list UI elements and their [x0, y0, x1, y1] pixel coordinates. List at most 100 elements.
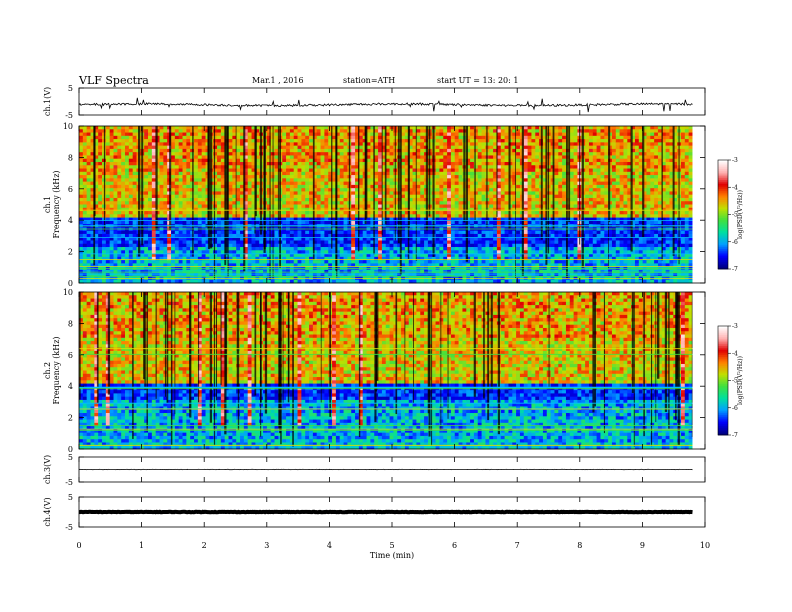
- colorbar-step: [718, 404, 728, 407]
- spectrogram-streak: [404, 292, 406, 394]
- colorbar-step: [718, 380, 728, 383]
- spectrogram-streak: [96, 292, 99, 404]
- colorbar-tick-label: -7: [732, 432, 738, 439]
- spectrogram-streak: [496, 126, 498, 217]
- spectrogram-streak: [189, 292, 192, 418]
- spectrogram-streak: [397, 126, 400, 244]
- colorbar-step: [718, 333, 728, 336]
- figure-date: Mar.1 , 2016: [252, 76, 304, 85]
- colorbar-step: [718, 190, 728, 194]
- spectrogram-streak: [166, 292, 169, 404]
- spectrogram-streak: [209, 292, 212, 423]
- colorbar-label: log(PSD(V²/Hz)): [737, 356, 744, 405]
- spectrogram-cells-ch1: [79, 126, 705, 284]
- spectrogram-streak: [279, 126, 281, 268]
- colorbar-step: [718, 252, 728, 255]
- x-tick-label: 1: [139, 541, 144, 550]
- spectrogram-streak: [225, 292, 228, 387]
- spectrogram-streak: [594, 292, 596, 407]
- colorbar-step: [718, 214, 728, 217]
- colorbar-step: [718, 393, 728, 396]
- spectrogram-streak: [490, 292, 493, 390]
- colorbar-step: [718, 327, 728, 331]
- y-tick-label: 8: [68, 153, 73, 162]
- spectrogram-streak: [394, 126, 396, 241]
- colorbar-step: [718, 342, 728, 345]
- spectrogram-streak: [395, 292, 398, 415]
- x-tick-label: 4: [327, 541, 332, 550]
- spectrogram-streak: [672, 126, 675, 256]
- spectrogram-streak: [198, 292, 200, 403]
- colorbar-step: [718, 362, 728, 365]
- spectrogram-streak: [272, 126, 274, 280]
- colorbar-step: [718, 225, 728, 228]
- colorbar-step: [718, 212, 728, 215]
- waveform-trace-ch1: [78, 97, 693, 113]
- colorbar-step: [718, 340, 728, 343]
- colorbar-tick-label: -6: [732, 239, 738, 246]
- colorbar-tick-label: -7: [732, 266, 738, 273]
- colorbar-step: [718, 216, 728, 219]
- spectrogram-streak: [254, 126, 256, 234]
- colorbar-step: [718, 183, 728, 186]
- colorbar-step: [718, 384, 728, 387]
- colorbar-step: [718, 198, 728, 201]
- colorbar-step: [718, 396, 728, 400]
- spectrogram-streak: [236, 292, 239, 389]
- colorbar-step: [718, 239, 728, 243]
- spectrogram-streak: [376, 292, 379, 381]
- spectrogram-streak: [277, 126, 279, 229]
- spectrogram-streak: [603, 292, 605, 434]
- spectrogram-streak: [216, 292, 217, 401]
- spectrogram-streak: [209, 126, 213, 249]
- spectrogram-streak: [497, 292, 500, 435]
- colorbar-tick-label: -5: [732, 212, 738, 219]
- colorbar-step: [718, 170, 728, 174]
- waveform-axis-label: ch.4(V): [43, 497, 52, 526]
- spectrogram-streak: [213, 292, 216, 446]
- colorbar-step: [718, 385, 728, 389]
- y-tick-label: 0: [68, 445, 73, 454]
- spectrogram-streak: [579, 126, 581, 245]
- spectrogram-streak: [655, 292, 657, 423]
- y-tick-label: 10: [63, 122, 73, 131]
- spectrogram-streak: [661, 126, 663, 261]
- colorbar-step: [718, 205, 728, 208]
- y-tick-label: 6: [68, 351, 73, 360]
- colorbar-tick-label: -6: [732, 405, 738, 412]
- y-tick-label: 2: [68, 248, 73, 257]
- spectrogram-streak: [278, 292, 281, 429]
- colorbar-step: [718, 176, 728, 179]
- spectrogram-streak: [132, 292, 134, 439]
- spectrogram-streak: [224, 126, 227, 266]
- colorbar-step: [718, 349, 728, 352]
- colorbar-step: [718, 416, 728, 420]
- colorbar-step: [718, 413, 728, 416]
- spectrogram-streak: [260, 292, 262, 403]
- colorbar-step: [718, 221, 728, 224]
- y-tick-label: 5: [68, 84, 73, 93]
- colorbar-step: [718, 201, 728, 204]
- spectrogram-streak: [642, 126, 645, 238]
- spectrogram-streak: [155, 126, 158, 230]
- colorbar-ch2: -3 -4 -5 -6 -7 log(PSD(V²/Hz)): [717, 323, 744, 439]
- spectrogram-streak: [373, 126, 375, 255]
- y-tick-label: 0: [68, 279, 73, 288]
- spectrogram-streak: [413, 292, 414, 404]
- spectrogram-streak: [207, 126, 211, 250]
- colorbar-step: [718, 196, 728, 199]
- frequency-axis-label: Frequency (kHz): [52, 170, 61, 238]
- colorbar-step: [718, 218, 728, 221]
- spectrogram-streak: [431, 292, 433, 446]
- colorbar-step: [718, 360, 728, 363]
- spectrogram-streak: [668, 292, 670, 430]
- x-tick-label: 7: [515, 541, 520, 550]
- y-tick-label: -5: [65, 523, 73, 532]
- y-tick-label: 4: [68, 382, 73, 391]
- colorbar-step: [718, 358, 728, 361]
- spectrogram-streak: [220, 292, 222, 386]
- spectrogram-streak: [146, 292, 148, 432]
- spectrogram-streak: [408, 126, 410, 228]
